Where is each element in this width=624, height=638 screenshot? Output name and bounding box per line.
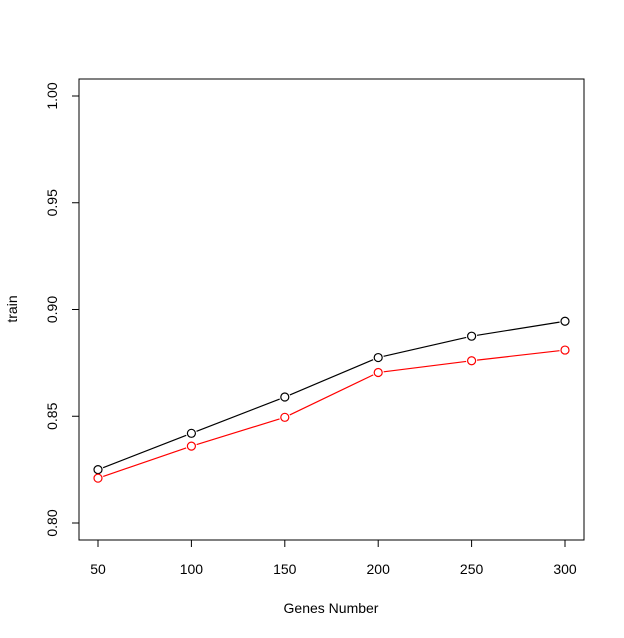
x-tick-label: 300: [553, 561, 577, 577]
series-1-point: [93, 465, 103, 475]
series-2-point: [373, 367, 383, 378]
x-tick-label: 200: [367, 561, 391, 577]
series-1-point: [467, 331, 477, 341]
series-2-point: [186, 441, 196, 451]
series-2-segment: [383, 360, 467, 373]
series-1-point: [186, 428, 196, 438]
y-tick-label: 0.80: [44, 509, 60, 536]
series-1-point: [373, 352, 383, 363]
y-axis-title: train: [4, 295, 20, 322]
series-1-segment: [383, 336, 467, 357]
x-axis: 50 100 150 200 250 300: [90, 539, 577, 577]
series-2-segment: [476, 350, 560, 361]
series-2-segment: [103, 447, 187, 477]
series-1-segment: [102, 434, 187, 469]
series-2-segment: [196, 418, 280, 446]
series-1-point: [280, 392, 290, 402]
series-1-segment: [196, 398, 280, 432]
series-2-point: [280, 412, 290, 422]
x-tick-label: 250: [460, 561, 484, 577]
series-2-segment: [289, 374, 374, 416]
x-axis-title: Genes Number: [284, 600, 379, 616]
series-1-point: [560, 316, 570, 326]
y-tick-label: 1.00: [44, 82, 60, 109]
series-2: [93, 345, 570, 483]
series-layer: [93, 316, 570, 483]
series-2-point: [93, 473, 103, 483]
x-tick-label: 150: [273, 561, 297, 577]
series-1-segment: [476, 321, 560, 336]
x-tick-label: 100: [180, 561, 204, 577]
y-tick-label: 0.95: [44, 189, 60, 216]
x-tick-label: 50: [90, 561, 106, 577]
y-tick-label: 0.85: [44, 402, 60, 429]
series-1-segment: [289, 359, 374, 396]
plot-frame: [78, 78, 585, 541]
series-2-point: [560, 345, 570, 355]
y-axis: 0.80 0.85 0.90 0.95 1.00: [44, 82, 80, 537]
series-1: [93, 316, 570, 475]
y-tick-label: 0.90: [44, 296, 60, 323]
series-2-point: [467, 356, 477, 366]
